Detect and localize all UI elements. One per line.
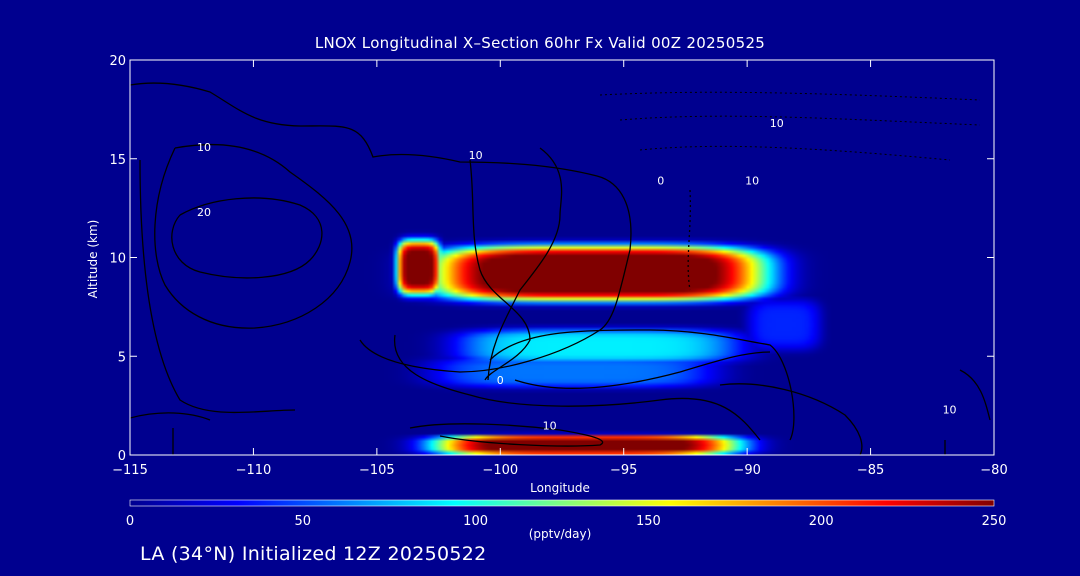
- lnox-heatmap-field: [130, 60, 994, 455]
- contour-label: 10: [469, 149, 483, 162]
- colorbar-tick-label: 100: [463, 514, 488, 529]
- contour-labels: 10 20 10 0 0 10 10 10 10: [197, 117, 957, 432]
- contour-line: [489, 329, 795, 441]
- colorbar-tick-label: 50: [295, 514, 312, 529]
- contour-line: [719, 383, 863, 455]
- contour-label: 10: [197, 141, 211, 154]
- contour-label: 10: [745, 174, 759, 187]
- x-tick-label: −105: [359, 463, 395, 478]
- contour-line: [171, 197, 323, 279]
- x-tick-label: −100: [482, 463, 518, 478]
- chart-title: LNOX Longitudinal X–Section 60hr Fx Vali…: [314, 34, 766, 52]
- y-tick-label: 15: [109, 153, 126, 168]
- contour-label: 10: [943, 404, 957, 417]
- initialization-footer: LA (34°N) Initialized 12Z 20250522: [140, 543, 487, 565]
- contour-label: 10: [770, 117, 784, 130]
- contour-line: [944, 369, 991, 455]
- colorbar-tick-label: 200: [809, 514, 834, 529]
- x-tick-label: −85: [857, 463, 884, 478]
- x-tick-label: −95: [610, 463, 637, 478]
- x-tick-label: −90: [733, 463, 760, 478]
- contour-label: 0: [497, 374, 504, 387]
- contour-label: 10: [543, 419, 557, 432]
- y-tick-label: 10: [109, 252, 126, 267]
- y-tick-label: 0: [118, 449, 126, 464]
- y-tick-label: 5: [118, 350, 126, 365]
- y-axis-label: Altitude (km): [86, 219, 100, 299]
- contour-line: [394, 334, 761, 441]
- contour-line: [130, 412, 211, 455]
- x-axis-tick-labels: −115 −110 −105 −100 −95 −90 −85 −80: [112, 463, 1008, 478]
- x-tick-label: −115: [112, 463, 148, 478]
- contour-line: [409, 423, 604, 447]
- x-axis-label: Longitude: [530, 481, 590, 495]
- colorbar-tick-labels: 0 50 100 150 200 250: [126, 514, 1007, 529]
- colorbar-tick-label: 150: [636, 514, 661, 529]
- colorbar-tick-label: 0: [126, 514, 134, 529]
- contour-line: [514, 351, 771, 389]
- contour-line: [130, 82, 632, 373]
- contour-line: [687, 189, 691, 291]
- contour-line: [599, 91, 981, 161]
- contour-label: 20: [197, 206, 211, 219]
- contour-line: [154, 143, 353, 329]
- axis-ticks: [129, 59, 995, 456]
- x-tick-label: −110: [236, 463, 272, 478]
- contour-line: [469, 159, 531, 381]
- y-tick-label: 20: [109, 54, 126, 69]
- colorbar-tick-label: 250: [982, 514, 1007, 529]
- contour-label: 0: [657, 174, 664, 187]
- contour-lines: [130, 82, 991, 455]
- contour-line: [139, 159, 296, 414]
- colorbar: [129, 499, 995, 507]
- x-tick-label: −80: [980, 463, 1007, 478]
- y-axis-tick-labels: 0 5 10 15 20: [109, 54, 126, 464]
- colorbar-label: (pptv/day): [528, 527, 592, 541]
- contour-line: [487, 147, 563, 381]
